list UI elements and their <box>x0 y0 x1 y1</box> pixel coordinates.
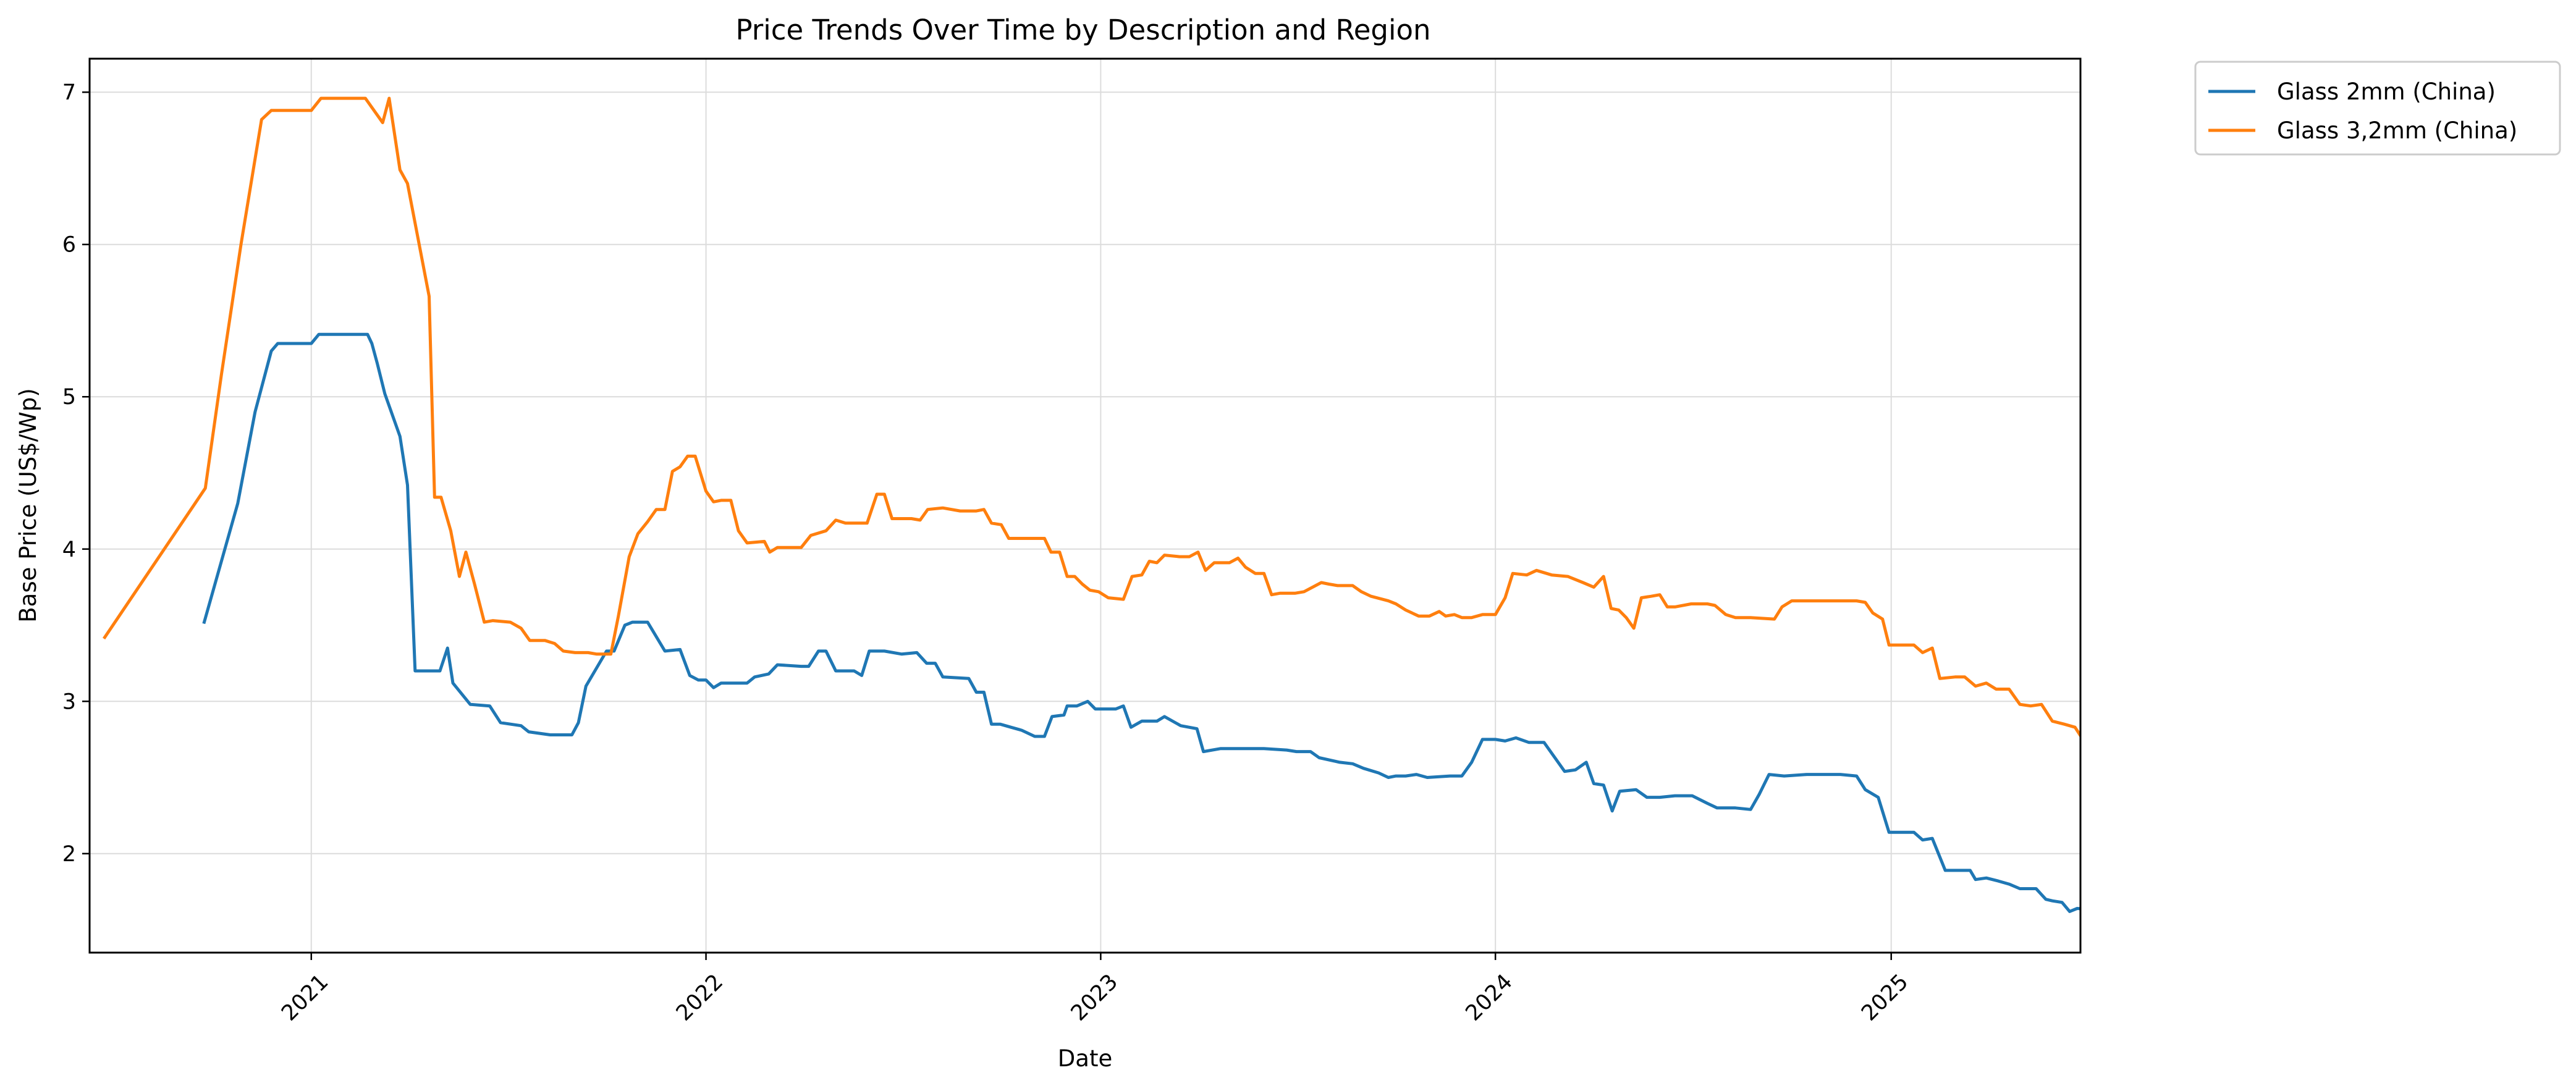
legend-frame <box>2194 61 2561 156</box>
series-line-glass-3-2mm-china <box>103 96 2080 739</box>
legend-label-glass-3-2mm: Glass 3,2mm (China) <box>2277 117 2517 144</box>
legend: Glass 2mm (China) Glass 3,2mm (China) <box>2194 61 2561 156</box>
series-lines <box>103 96 2080 913</box>
x-axis-title: Date <box>1058 1045 1112 1072</box>
y-tick-label-6: 6 <box>62 233 76 258</box>
y-tick-label-2: 2 <box>62 842 76 867</box>
y-tick-label-5: 5 <box>62 385 76 410</box>
y-axis-title: Base Price (US$/Wp) <box>15 388 41 622</box>
y-axis-ticks: 2 3 4 5 6 7 <box>62 80 90 867</box>
grid-lines <box>90 59 2080 953</box>
legend-label-glass-2mm: Glass 2mm (China) <box>2277 78 2496 105</box>
series-line-glass-2mm-china <box>202 332 2080 913</box>
chart-title: Price Trends Over Time by Description an… <box>735 14 1430 46</box>
y-tick-label-7: 7 <box>62 80 76 105</box>
y-tick-label-4: 4 <box>62 537 76 562</box>
y-tick-label-3: 3 <box>62 689 76 714</box>
plot-frame <box>88 57 2082 954</box>
